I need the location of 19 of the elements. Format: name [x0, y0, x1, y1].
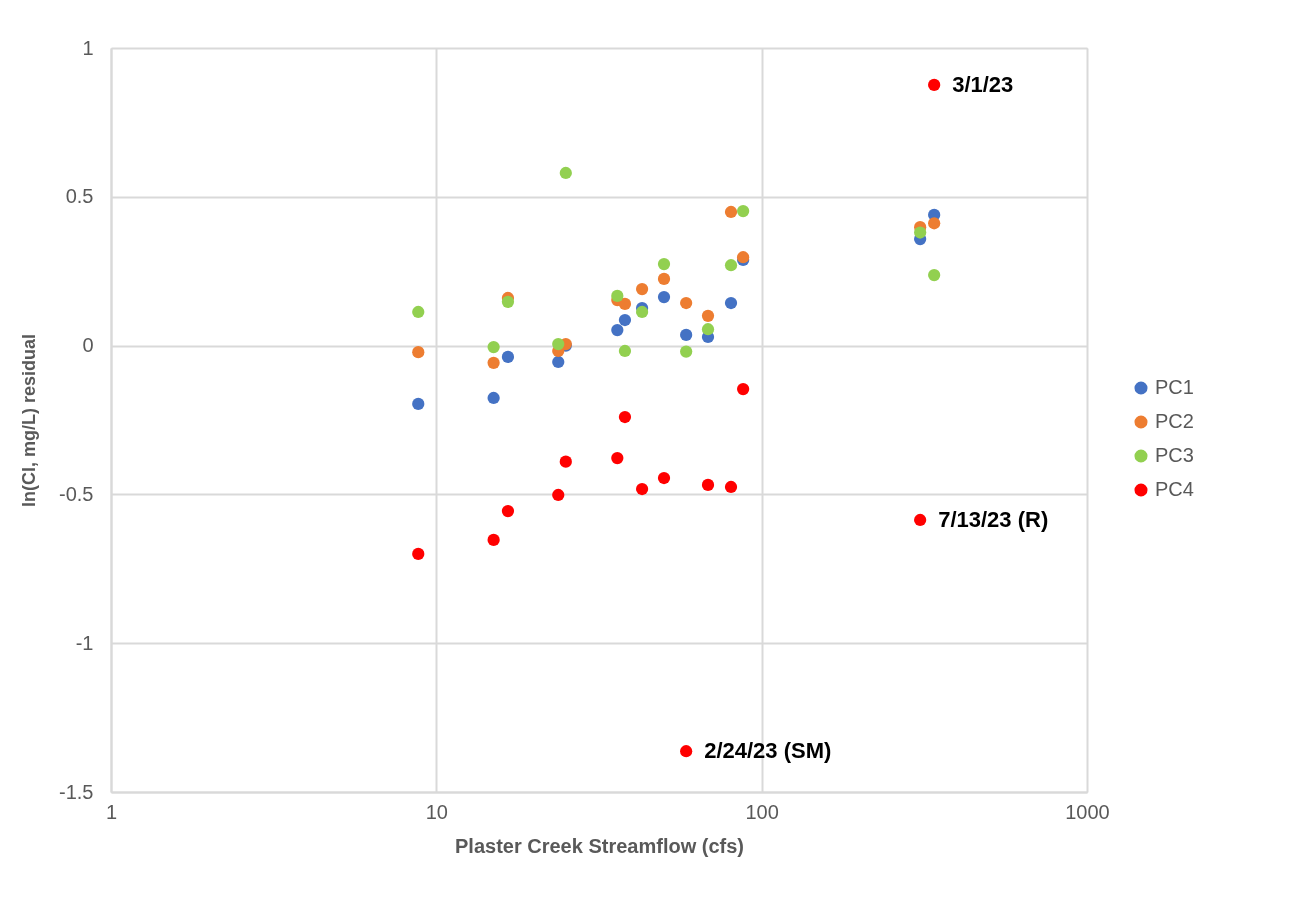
x-axis-title: Plaster Creek Streamflow (cfs) — [454, 834, 745, 857]
x-tick-label: 1 — [105, 800, 118, 823]
y-tick-label: -0.5 — [59, 482, 94, 505]
x-tick-label: 10 — [425, 800, 448, 823]
legend-label: PC1 — [1155, 376, 1194, 398]
y-tick-label: -1.5 — [59, 780, 94, 803]
y-tick-label: -1 — [75, 631, 94, 654]
y-axis-title: ln(Cl, mg/L) residual — [19, 333, 40, 508]
y-tick-label: 0.5 — [65, 185, 94, 208]
legend-label: PC3 — [1155, 444, 1194, 466]
x-tick-label: 100 — [745, 800, 779, 823]
y-tick-label: 0 — [82, 334, 94, 357]
y-tick-label: 1 — [82, 36, 94, 59]
legend-label: PC4 — [1155, 478, 1194, 500]
annotation: 2/24/23 (SM) — [704, 738, 832, 764]
annotation: 7/13/23 (R) — [938, 506, 1049, 532]
legend-label: PC2 — [1155, 410, 1194, 432]
x-tick-label: 1000 — [1065, 800, 1110, 823]
annotation: 3/1/23 — [952, 71, 1014, 97]
